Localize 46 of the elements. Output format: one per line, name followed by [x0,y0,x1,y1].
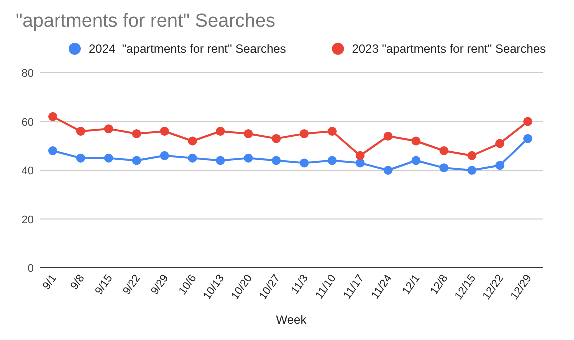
x-tick-label: 9/1 [40,272,60,292]
y-tick-label: 20 [22,214,34,226]
point [244,154,254,163]
point [48,146,58,156]
x-tick-label: 9/8 [68,272,88,292]
point [76,127,86,136]
point [300,158,309,168]
point [412,136,421,146]
point [188,154,198,163]
point [132,129,142,138]
point [468,151,477,160]
legend-label: 2023 "apartments for rent" Searches [352,42,546,56]
x-axis-title: Week [276,313,308,327]
y-tick-label: 40 [22,166,34,178]
point [384,166,393,175]
point [48,112,58,122]
point [76,154,86,163]
point [104,154,114,163]
chart-title: "apartments for rent" Searches [16,11,276,32]
y-tick-label: 80 [22,68,34,80]
y-tick-label: 60 [22,116,34,129]
point [328,156,337,166]
point [216,156,226,166]
point [496,139,505,148]
point [496,161,505,170]
point [328,127,337,136]
point [524,117,532,126]
point [160,151,170,160]
point [356,151,365,160]
point [104,124,114,134]
point [384,132,393,141]
point [412,156,421,166]
point [272,156,282,166]
point [468,166,477,175]
point [440,164,449,173]
point [216,127,226,136]
point [300,129,309,138]
point [244,129,254,138]
legend-label: 2024 "apartments for rent" Searches [89,42,286,56]
point [524,134,532,144]
point [132,156,142,166]
point [188,136,198,146]
y-tick-label: 0 [28,263,34,275]
point [272,134,282,144]
point [160,127,170,136]
point [440,146,449,156]
